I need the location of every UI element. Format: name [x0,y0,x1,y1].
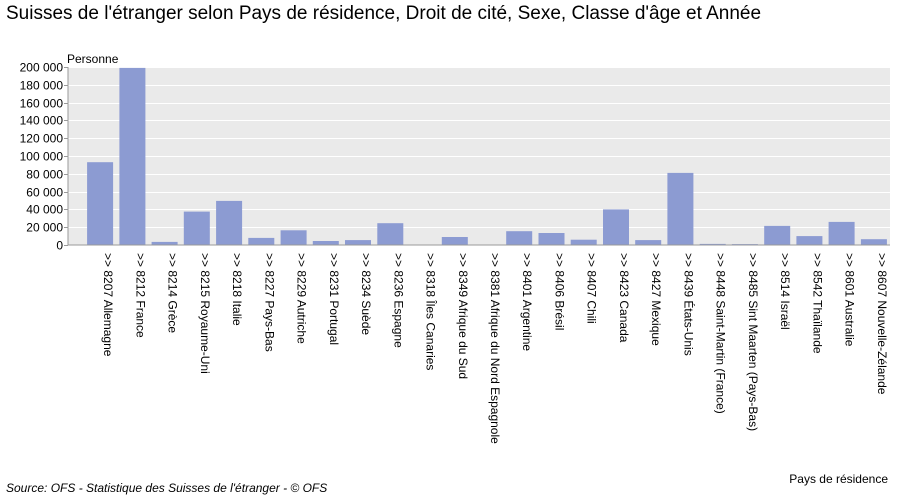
bar [506,231,533,245]
y-tick-label: 180 000 [20,79,64,93]
y-tick-label: 80 000 [26,168,63,182]
bar [570,239,597,245]
y-tick-label: 120 000 [20,132,64,146]
y-tick-label: 40 000 [26,203,63,217]
y-tick-label: 160 000 [20,97,64,111]
bar [441,237,468,245]
x-tick-label: >> 8485 Sint Maarten (Pays-Bas) [746,253,760,431]
x-tick-label: >> 8318 Îles Canaries [424,253,439,370]
y-tick-label: 100 000 [20,150,64,164]
bar [183,211,210,245]
y-tick-label: 200 000 [20,61,64,75]
bars [87,67,887,246]
bar [603,209,629,245]
bar [764,225,791,245]
x-tick-label: >> 8423 Canada [617,253,631,343]
x-tick-label: >> 8427 Mexique [649,253,663,346]
x-tick-label: >> 8234 Suède [359,253,373,335]
y-tick-label: 20 000 [26,221,63,235]
chart-title: Suisses de l'étranger selon Pays de rési… [6,3,762,24]
x-axis-label: Pays de résidence [789,472,888,486]
bar [860,239,887,245]
y-tick-label: 60 000 [26,186,63,200]
bar [699,243,726,245]
bar [828,221,855,245]
x-tick-label: >> 8407 Chili [585,253,599,324]
x-tick-label: >> 8229 Autriche [295,253,309,344]
x-tick-label: >> 8439 États-Unis [681,253,696,356]
x-tick-label: >> 8349 Afrique du Sud [456,253,470,379]
bar [667,172,694,245]
x-tick-label: >> 8207 Allemagne [101,253,115,357]
bar [312,241,339,245]
source-note: Source: OFS - Statistique des Suisses de… [6,481,328,495]
x-tick-label: >> 8218 Italie [230,253,244,326]
x-tick-label: >> 8601 Australie [843,253,857,347]
bar [216,200,243,245]
x-axis-ticks: >> 8207 Allemagne >> 8212 France >> 8214 G… [101,253,889,444]
bar [635,240,662,245]
x-tick-label: >> 8212 France [133,253,147,338]
bar [151,241,178,245]
bar [345,240,371,245]
x-tick-label: >> 8406 Brésil [553,253,567,330]
bar [280,230,307,245]
y-tick-label: 140 000 [20,114,64,128]
bar [248,237,275,245]
x-tick-label: >> 8231 Portugal [327,253,341,345]
x-tick-label: >> 8214 Grèce [166,253,180,333]
x-tick-label: >> 8607 Nouvelle-Zélande [875,253,889,395]
y-tick-label: 0 [56,239,63,253]
x-tick-label: >> 8381 Afrique du Nord Espagnole [488,253,502,444]
y-axis-ticks: 0 20 000 40 000 60 000 80 000 100 000 120 000 1… [20,61,68,253]
x-tick-label: >> 8236 Espagne [391,253,405,348]
y-axis-label: Personne [67,52,119,66]
grid-lines [68,67,890,228]
x-tick-label: >> 8542 Thaïlande [810,253,824,354]
x-tick-label: >> 8227 Pays-Bas [262,253,276,352]
bar [377,223,404,245]
x-tick-label: >> 8215 Royaume-Uni [198,253,212,374]
bar [538,233,565,245]
bar [796,236,823,245]
x-tick-label: >> 8401 Argentine [520,253,534,351]
x-tick-label: >> 8514 Israël [778,253,792,330]
x-tick-label: >> 8448 Saint-Martin (France) [714,253,728,414]
bar [87,162,114,245]
bar [119,67,146,246]
